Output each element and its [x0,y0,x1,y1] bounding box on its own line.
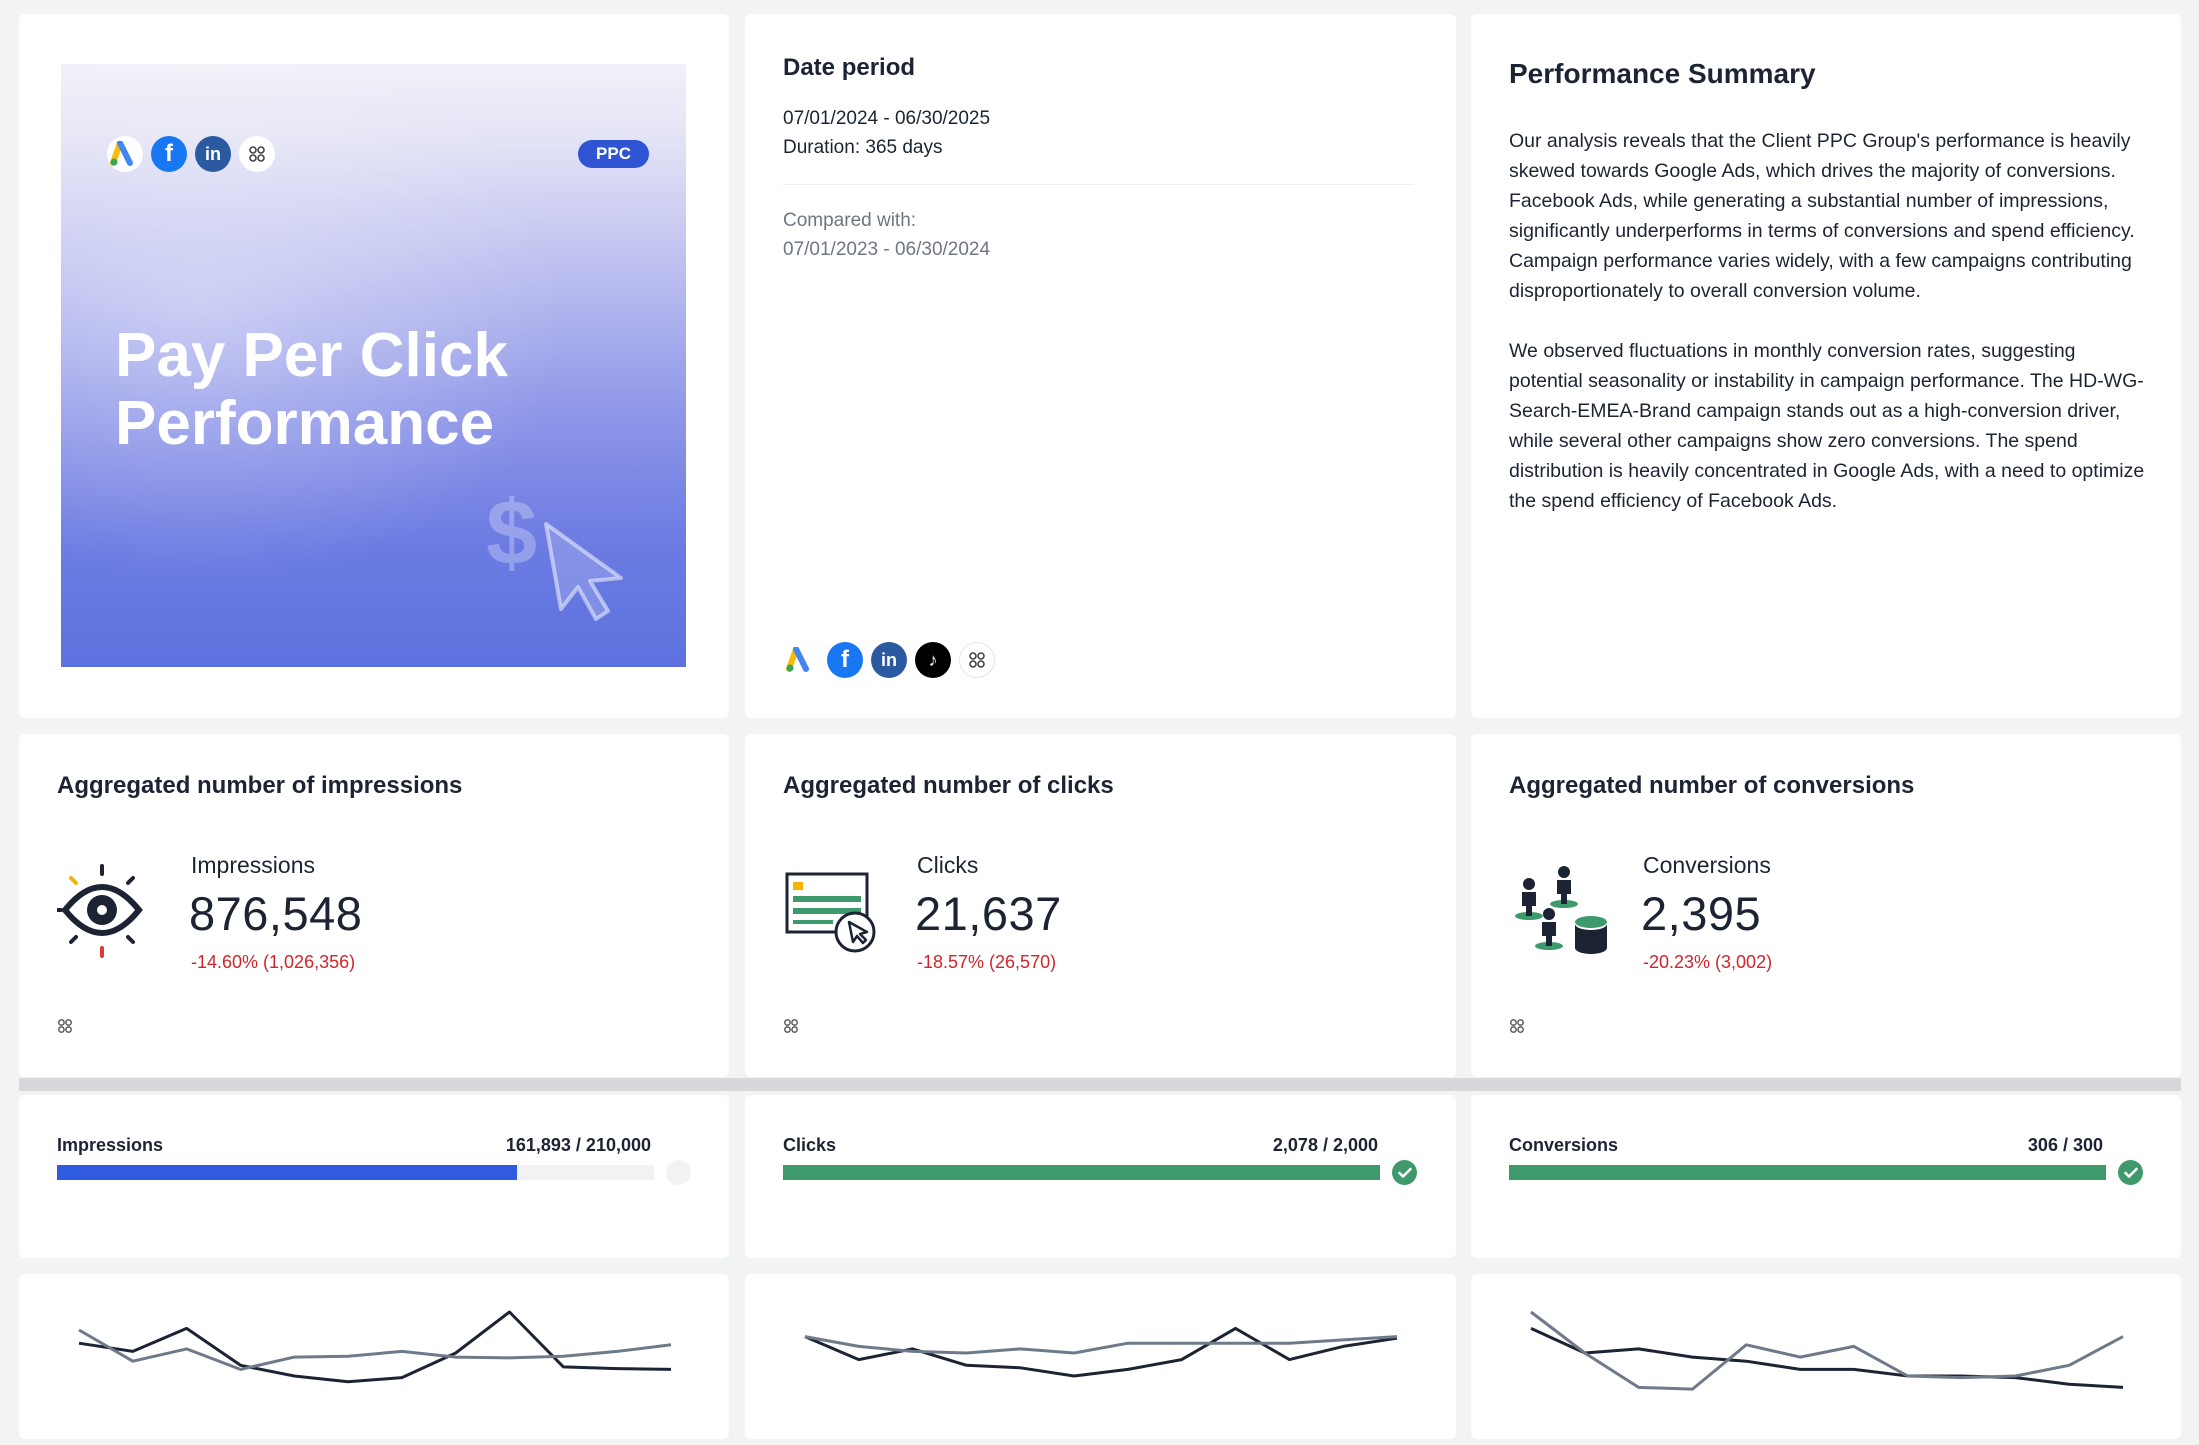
facebook-ads-icon: f [827,642,863,678]
integrations-icon [58,1019,72,1033]
kpi-delta: -18.57% (26,570) [917,952,1057,972]
current-period-line [1530,1327,2124,1389]
click-cursor-icon [785,872,876,953]
kpi-label: Impressions [191,852,315,878]
google-ads-icon [107,136,143,172]
eye-icon [57,864,143,958]
date-range: 07/01/2024 - 06/30/2025 [783,108,991,129]
hero-banner: f in PPC Pay Per Click Performance $ [61,64,686,667]
goal-status-icon [666,1160,691,1185]
current-period-line [804,1326,1398,1378]
linkedin-ads-icon: in [195,136,231,172]
divider [783,184,1414,185]
goal-value: 161,893 / 210,000 [505,1135,651,1155]
date-period-title: Date period [783,54,916,81]
integrations-icon [959,642,995,678]
kpi-value: 2,395 [1641,887,1762,940]
dollar-cursor-icon: $ [486,484,623,621]
conversions-sparkline [1530,1310,2124,1391]
conversions-goal-card: Conversions 306 / 300 [1471,1095,2181,1258]
hero-card: f in PPC Pay Per Click Performance $ [19,14,729,718]
goal-value: 2,078 / 2,000 [1272,1135,1378,1155]
kpi-value: 876,548 [189,887,363,940]
goal-label: Conversions [1509,1135,1619,1155]
clicks-sparkline [804,1326,1398,1378]
kpi-title: Aggregated number of impressions [57,772,463,799]
goal-progress-bar [57,1165,654,1180]
goal-progress-bar [1509,1165,2106,1180]
kpi-value: 21,637 [915,887,1062,940]
previous-period-line [1530,1310,2124,1391]
goal-progress-bar [783,1165,1380,1180]
compared-label: Compared with: [783,210,917,231]
clicks-goal-card: Clicks 2,078 / 2,000 [745,1095,1456,1258]
goal-label: Clicks [783,1135,837,1155]
tiktok-ads-icon: ♪ [915,642,951,678]
impressions-goal-card: Impressions 161,893 / 210,000 [19,1095,729,1258]
duration-text: Duration: 365 days [783,137,943,158]
clicks-trend-card [745,1274,1456,1439]
performance-summary-card: Performance Summary Our analysis reveals… [1471,14,2181,718]
check-icon [1392,1160,1417,1185]
date-period-card: Date period 07/01/2024 - 06/30/2025 Dura… [745,14,1456,718]
kpi-delta: -14.60% (1,026,356) [191,952,356,972]
summary-title: Performance Summary [1509,58,1816,89]
google-ads-icon [783,642,819,678]
check-icon [2118,1160,2143,1185]
ppc-badge: PPC [578,140,649,168]
integrations-icon [784,1019,798,1033]
kpi-label: Conversions [1643,852,1771,878]
data-source-icons: f in ♪ [783,642,995,678]
people-conversion-icon [1515,866,1607,954]
impressions-trend-card [19,1274,729,1439]
conversions-trend-card [1471,1274,2181,1439]
clicks-kpi-card: Aggregated number of clicks Clicks 21,63… [745,734,1456,1077]
summary-paragraph: Our analysis reveals that the Client PPC… [1509,130,2135,302]
conversions-kpi-card: Aggregated number of conversions Convers… [1471,734,2181,1077]
impressions-kpi-card: Aggregated number of impressions Impress… [19,734,729,1077]
linkedin-ads-icon: in [871,642,907,678]
hero-source-icons: f in [107,136,275,172]
facebook-ads-icon: f [151,136,187,172]
kpi-delta: -20.23% (3,002) [1643,952,1773,972]
current-period-line [78,1310,672,1384]
integrations-icon [239,136,275,172]
integrations-icon [1510,1019,1524,1033]
kpi-title: Aggregated number of clicks [783,772,1114,799]
goal-value: 306 / 300 [2027,1135,2103,1155]
compared-range: 07/01/2023 - 06/30/2024 [783,239,991,260]
impressions-sparkline [78,1310,672,1384]
summary-text: Our analysis reveals that the Client PPC… [1509,126,2149,546]
section-divider [19,1078,2181,1091]
svg-text:$: $ [486,484,537,584]
previous-period-line [78,1328,672,1371]
kpi-label: Clicks [917,852,979,878]
hero-title: Pay Per Click Performance [115,321,508,458]
kpi-title: Aggregated number of conversions [1509,772,1915,799]
goal-label: Impressions [57,1135,164,1155]
previous-period-line [804,1335,1398,1355]
summary-paragraph: We observed fluctuations in monthly conv… [1509,340,2145,512]
